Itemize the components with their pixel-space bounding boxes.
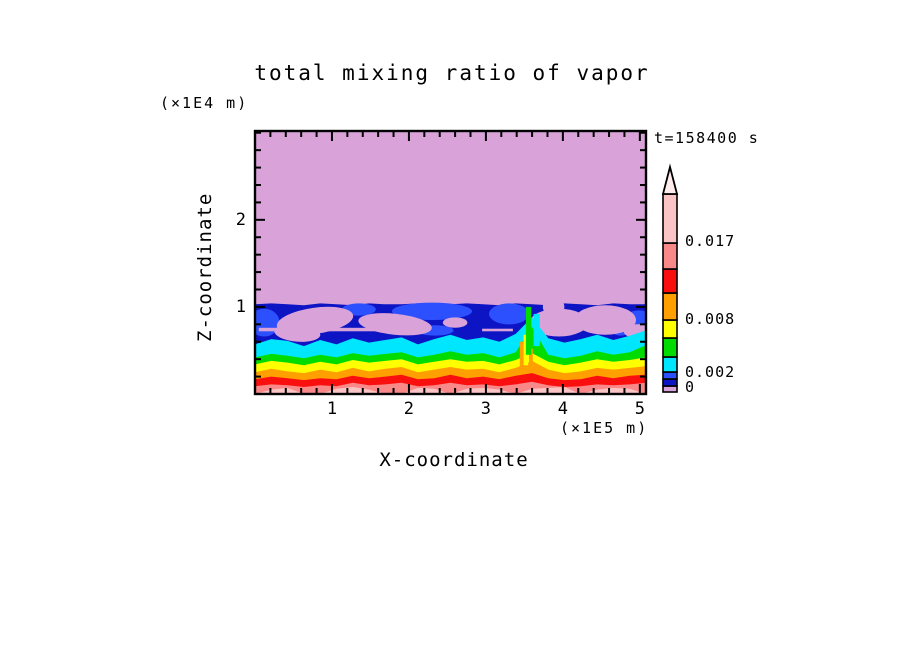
x-tick-label-4: 4 bbox=[557, 399, 568, 419]
plot-frame bbox=[253, 129, 648, 396]
plum-blob bbox=[574, 305, 636, 335]
plume-streak-green bbox=[525, 306, 532, 355]
x-tick-label-3: 3 bbox=[480, 399, 492, 419]
contour-plot bbox=[255, 131, 646, 394]
colorbar-segment-cyan bbox=[662, 356, 678, 373]
plum-blob bbox=[542, 297, 565, 317]
z-axis-title: Z-coordinate bbox=[194, 192, 216, 342]
colorbar-segment-plum bbox=[662, 385, 678, 393]
colorbar-segment-yellow bbox=[662, 319, 678, 339]
colorbar-segment-salmon bbox=[662, 242, 678, 270]
plume-streak-orange bbox=[529, 348, 533, 368]
colorbar-label-0.002: 0.002 bbox=[685, 363, 736, 381]
time-label: t=158400 s bbox=[654, 129, 760, 147]
x-axis-title: X-coordinate bbox=[379, 449, 529, 471]
colorbar-segment-red bbox=[662, 268, 678, 294]
colorbar-segment-orange bbox=[662, 292, 678, 321]
colorbar-segment-navy bbox=[662, 378, 678, 387]
colorbar-label-0.017: 0.017 bbox=[685, 232, 736, 250]
z-tick-label-2: 2 bbox=[235, 209, 246, 230]
x-tick-label-5: 5 bbox=[634, 399, 645, 419]
colorbar-segment-light_pink bbox=[662, 193, 678, 244]
z-axis-unit-label: (×1E4 m) bbox=[160, 94, 249, 112]
x-tick-label-1: 1 bbox=[326, 399, 338, 419]
plume-streak-cyan bbox=[533, 313, 540, 347]
axis-frame bbox=[253, 129, 648, 396]
colorbar-segment-green bbox=[662, 337, 678, 358]
blue-blob bbox=[489, 303, 529, 325]
colorbar-label-0: 0 bbox=[685, 378, 696, 396]
blue-blob bbox=[392, 302, 472, 320]
plum-streak bbox=[533, 326, 577, 330]
plume-streak-orange bbox=[519, 341, 525, 370]
colorbar-segment-blue bbox=[662, 371, 678, 380]
colorbar-label-0.008: 0.008 bbox=[685, 310, 736, 328]
x-axis-unit-label: (×1E5 m) bbox=[560, 419, 649, 437]
plum-streak bbox=[258, 327, 423, 332]
colorbar-overflow-arrow bbox=[661, 163, 679, 195]
plum-blob bbox=[442, 317, 468, 328]
z-tick-label-1: 1 bbox=[235, 296, 246, 317]
plum-streak bbox=[482, 328, 513, 332]
plot-title: total mixing ratio of vapor bbox=[254, 61, 650, 85]
colorbar bbox=[661, 163, 679, 393]
x-tick-label-2: 2 bbox=[403, 399, 415, 419]
